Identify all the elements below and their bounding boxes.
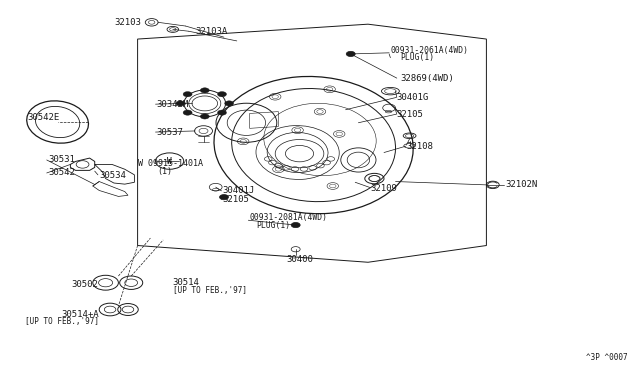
- Text: 32103: 32103: [114, 18, 141, 27]
- Text: 32109: 32109: [370, 184, 397, 193]
- Text: [UP TO FEB.,'97]: [UP TO FEB.,'97]: [173, 286, 247, 295]
- Text: PLUG(1): PLUG(1): [256, 221, 290, 230]
- Text: 30534: 30534: [99, 171, 126, 180]
- Text: 30401G: 30401G: [397, 93, 429, 102]
- Text: W: W: [167, 157, 172, 166]
- Text: 00931-2081A(4WD): 00931-2081A(4WD): [250, 213, 328, 222]
- Text: 30514: 30514: [173, 278, 200, 287]
- Circle shape: [183, 92, 192, 97]
- Circle shape: [218, 110, 227, 115]
- Text: (1): (1): [157, 167, 172, 176]
- Text: 32102N: 32102N: [506, 180, 538, 189]
- Text: 32103A: 32103A: [195, 27, 227, 36]
- Text: 32105: 32105: [397, 110, 424, 119]
- Text: W 09915-1401A: W 09915-1401A: [138, 159, 203, 168]
- Text: 30502: 30502: [71, 280, 98, 289]
- Circle shape: [346, 51, 355, 57]
- Circle shape: [225, 101, 234, 106]
- Circle shape: [291, 222, 300, 228]
- Text: 30342M: 30342M: [157, 100, 189, 109]
- Text: 30514+A: 30514+A: [61, 310, 99, 319]
- Text: PLUG(1): PLUG(1): [400, 53, 434, 62]
- Text: 00931-2061A(4WD): 00931-2061A(4WD): [390, 46, 468, 55]
- Circle shape: [176, 101, 185, 106]
- Text: 32108: 32108: [406, 142, 433, 151]
- Circle shape: [183, 110, 192, 115]
- Circle shape: [200, 88, 209, 93]
- Text: 30531: 30531: [48, 155, 75, 164]
- Text: 30400: 30400: [286, 255, 313, 264]
- Circle shape: [220, 195, 228, 200]
- Text: ^3P ^0007: ^3P ^0007: [586, 353, 627, 362]
- Text: 30537: 30537: [157, 128, 184, 137]
- Text: 30401J: 30401J: [223, 186, 255, 195]
- Text: 32869(4WD): 32869(4WD): [400, 74, 454, 83]
- Text: 30542: 30542: [48, 169, 75, 177]
- Text: 32105: 32105: [223, 195, 250, 204]
- Circle shape: [200, 114, 209, 119]
- Text: 30542E: 30542E: [27, 113, 59, 122]
- Circle shape: [218, 92, 227, 97]
- Text: [UP TO FEB.,'97]: [UP TO FEB.,'97]: [25, 317, 99, 326]
